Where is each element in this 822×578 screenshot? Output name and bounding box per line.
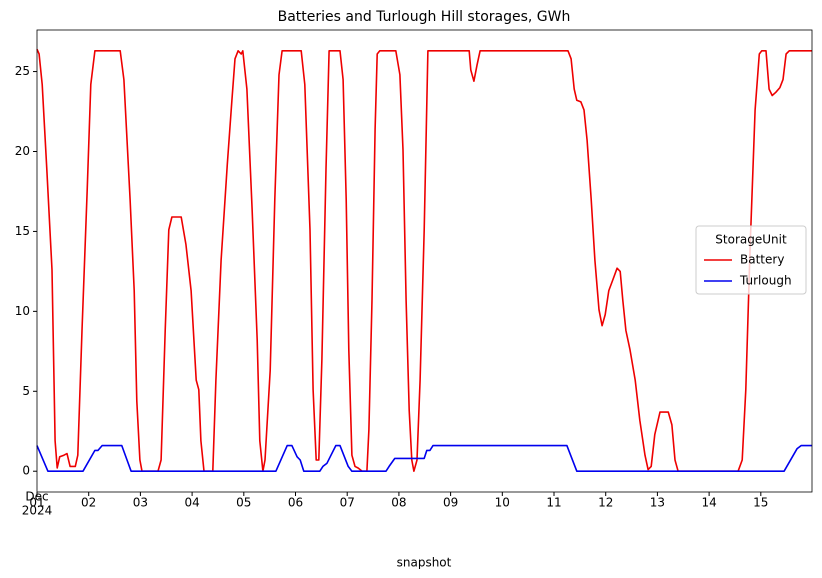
legend-title: StorageUnit bbox=[715, 233, 787, 247]
x-tick-label: 04 bbox=[184, 496, 199, 510]
x-tick-label: 13 bbox=[650, 496, 665, 510]
x-tick-label: 03 bbox=[133, 496, 148, 510]
y-tick-label: 15 bbox=[15, 224, 30, 238]
x-tick-label: 11 bbox=[546, 496, 561, 510]
legend-label: Turlough bbox=[739, 274, 792, 288]
x-tick-label: 01 bbox=[29, 496, 44, 510]
x-tick-label: 05 bbox=[236, 496, 251, 510]
x-tick-label: 12 bbox=[598, 496, 613, 510]
plot-frame bbox=[36, 29, 813, 493]
line bbox=[36, 444, 812, 472]
x-tick-label: 15 bbox=[753, 496, 768, 510]
y-tick-label: 10 bbox=[15, 304, 30, 318]
x-tick-label: 14 bbox=[701, 496, 716, 510]
x-tick-year: 2024 bbox=[22, 504, 53, 518]
x-tick-label: 09 bbox=[443, 496, 458, 510]
x-axis-label: snapshot bbox=[397, 556, 452, 570]
y-tick-label: 0 bbox=[22, 464, 30, 478]
x-tick-label: 02 bbox=[81, 496, 96, 510]
x-tick-label: 06 bbox=[288, 496, 303, 510]
x-tick-label: 08 bbox=[391, 496, 406, 510]
y-tick-label: 25 bbox=[15, 64, 30, 78]
x-tick-month: Dec bbox=[25, 490, 48, 504]
legend-label: Battery bbox=[740, 253, 784, 267]
y-tick-label: 20 bbox=[15, 144, 30, 158]
legend-box bbox=[695, 225, 807, 295]
x-tick-label: 07 bbox=[340, 496, 355, 510]
chart-title: Batteries and Turlough Hill storages, GW… bbox=[278, 9, 571, 25]
x-tick-label: 10 bbox=[495, 496, 510, 510]
y-tick-label: 5 bbox=[22, 384, 30, 398]
